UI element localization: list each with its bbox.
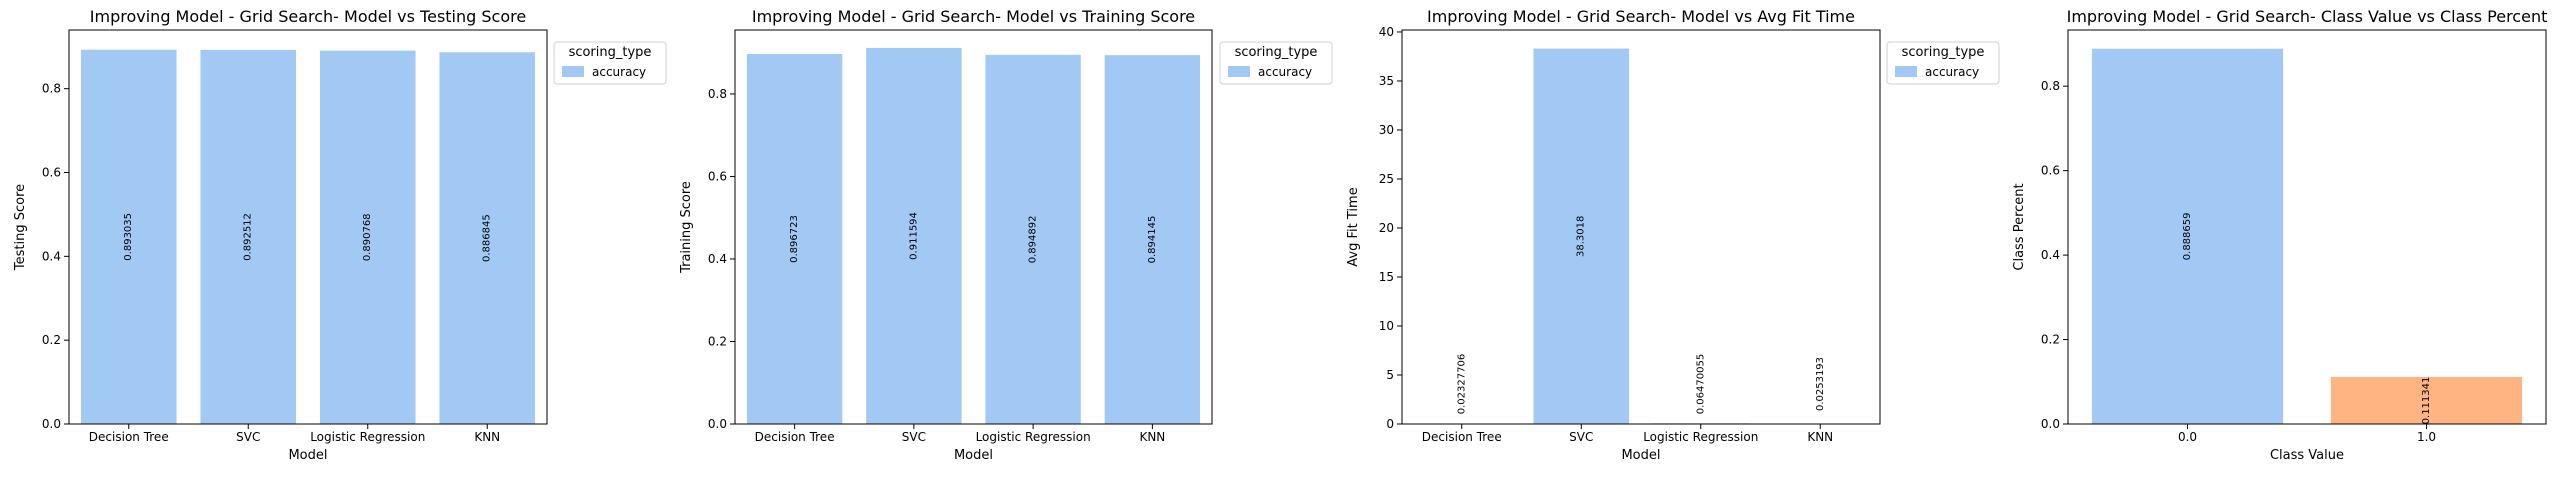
y-tick-label: 15 — [1379, 270, 1394, 284]
data-label: 0.894892 — [1028, 216, 1039, 264]
x-axis-label: Model — [1621, 448, 1660, 463]
y-axis-label: Avg Fit Time — [1346, 187, 1361, 266]
y-tick-label: 25 — [1379, 172, 1394, 186]
data-label: 0.894145 — [1147, 216, 1158, 264]
chart-panel-4: 0.888659 0.111341 0.0 0.2 0.4 0.6 0.8 0.0 1.0 Imp… — [2012, 7, 2547, 463]
y-tick-label: 0.2 — [42, 333, 61, 347]
y-tick-label: 35 — [1379, 74, 1394, 88]
data-label: 0.896723 — [789, 215, 800, 263]
y-axis-label: Training Score — [679, 181, 694, 274]
y-tick-label: 0.0 — [708, 417, 727, 431]
legend-entry: accuracy — [1925, 65, 1979, 79]
chart-title: Improving Model - Grid Search- Class Val… — [2067, 7, 2548, 26]
y-tick-label: 0.6 — [2041, 164, 2060, 178]
legend-title: scoring_type — [1235, 45, 1318, 60]
data-label: 0.06470055 — [1695, 354, 1706, 414]
data-label: 0.892512 — [243, 213, 254, 261]
legend-swatch — [562, 66, 584, 77]
x-tick-label: SVC — [1569, 430, 1593, 444]
y-tick-label: 0.4 — [2041, 248, 2060, 262]
data-label: 0.02327706 — [1456, 354, 1467, 414]
legend-entry: accuracy — [592, 65, 646, 79]
data-label: 0.111341 — [2421, 377, 2432, 425]
legend: scoring_type accuracy — [1220, 42, 1332, 84]
x-tick-label: Decision Tree — [89, 430, 169, 444]
chart-title: Improving Model - Grid Search- Model vs … — [752, 7, 1195, 26]
y-axis-label: Testing Score — [13, 184, 28, 271]
y-tick-label: 0.2 — [708, 334, 727, 348]
y-tick-label: 0.0 — [42, 417, 61, 431]
data-label: 38.3018 — [1576, 216, 1587, 257]
y-tick-label: 10 — [1379, 319, 1394, 333]
legend-swatch — [1228, 66, 1250, 77]
x-tick-label: SVC — [902, 430, 926, 444]
y-tick-label: 0.0 — [2041, 417, 2060, 431]
plot-frame — [1402, 30, 1880, 424]
x-tick-label: KNN — [474, 430, 500, 444]
y-tick-label: 20 — [1379, 221, 1394, 235]
chart-title: Improving Model - Grid Search- Model vs … — [90, 7, 526, 26]
chart-title: Improving Model - Grid Search- Model vs … — [1427, 7, 1855, 26]
x-tick-label: 1.0 — [2417, 430, 2436, 444]
legend: scoring_type accuracy — [1887, 42, 1999, 84]
y-tick-label: 0.6 — [708, 169, 727, 183]
legend-title: scoring_type — [1902, 45, 1985, 60]
y-axis-label: Class Percent — [2012, 183, 2027, 270]
x-tick-label: 0.0 — [2178, 430, 2197, 444]
y-tick-label: 0.4 — [708, 252, 727, 266]
chart-panel-3: 0.02327706 38.3018 0.06470055 0.0253193 0 5 10… — [1346, 7, 1999, 463]
y-tick-label: 0.4 — [42, 249, 61, 263]
y-tick-label: 5 — [1386, 368, 1394, 382]
y-tick-label: 0.2 — [2041, 333, 2060, 347]
x-tick-label: KNN — [1807, 430, 1833, 444]
x-tick-label: Logistic Regression — [1643, 430, 1758, 444]
legend-entry: accuracy — [1258, 65, 1312, 79]
x-axis-label: Model — [954, 448, 993, 463]
data-label: 0.893035 — [123, 213, 134, 261]
x-tick-label: Decision Tree — [755, 430, 835, 444]
y-tick-label: 0.6 — [42, 166, 61, 180]
legend-swatch — [1895, 66, 1917, 77]
x-tick-label: Decision Tree — [1422, 430, 1502, 444]
y-tick-label: 30 — [1379, 123, 1394, 137]
x-axis-label: Model — [288, 448, 327, 463]
legend: scoring_type accuracy — [554, 42, 666, 84]
legend-title: scoring_type — [569, 45, 652, 60]
y-tick-label: 0 — [1386, 417, 1394, 431]
data-label: 0.0253193 — [1815, 357, 1826, 411]
x-tick-label: KNN — [1139, 430, 1165, 444]
chart-panel-2: 0.896723 0.911594 0.894892 0.894145 0.0 0.2 0.… — [679, 7, 1332, 463]
data-label: 0.888659 — [2182, 213, 2193, 261]
x-axis-label: Class Value — [2270, 448, 2344, 463]
data-label: 0.890768 — [362, 213, 373, 261]
y-tick-label: 0.8 — [2041, 79, 2060, 93]
y-tick-label: 0.8 — [42, 82, 61, 96]
y-tick-label: 0.8 — [708, 87, 727, 101]
chart-panel-1: 0.893035 0.892512 0.890768 0.886845 0.0 0.2 0.… — [13, 7, 666, 463]
data-label: 0.886845 — [482, 214, 493, 262]
x-tick-label: Logistic Regression — [976, 430, 1091, 444]
y-tick-label: 40 — [1379, 25, 1394, 39]
data-label: 0.911594 — [908, 212, 919, 260]
x-tick-label: SVC — [236, 430, 260, 444]
x-tick-label: Logistic Regression — [310, 430, 425, 444]
